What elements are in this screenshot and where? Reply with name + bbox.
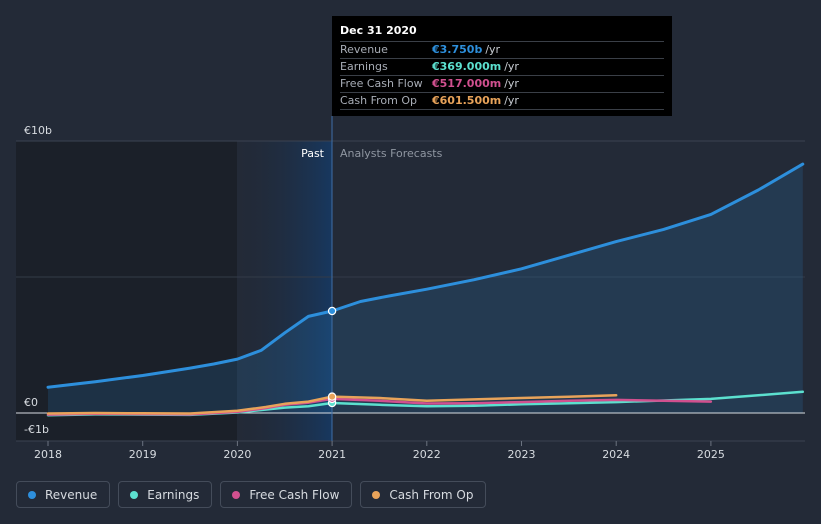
tooltip-value: €601.500m [432,94,502,107]
tooltip-unit: /yr [485,43,501,56]
revenue-area [48,164,803,413]
past-highlight-band [237,141,332,441]
legend-dot-icon [372,490,381,499]
chart: €10b €0 -€1b Past Analysts Forecasts 201… [16,116,805,461]
legend: Revenue Earnings Free Cash Flow Cash Fro… [16,481,487,508]
legend-label: Revenue [45,487,98,502]
tooltip-value: €517.000m [432,77,502,90]
legend-label: Free Cash Flow [249,487,340,502]
tooltip-unit: /yr [504,94,519,107]
legend-item-earnings[interactable]: Earnings [118,481,213,508]
legend-label: Cash From Op [389,487,474,502]
tooltip-unit: /yr [504,77,519,90]
past-label: Past [301,147,325,160]
tooltip-label: Revenue [340,43,388,56]
revenue-marker [327,306,337,316]
tooltip-value: €369.000m [432,60,502,73]
y-label-top: €10b [24,124,52,137]
x-tick-label: 2020 [223,448,251,461]
legend-item-free-cash-flow[interactable]: Free Cash Flow [220,481,353,508]
forecast-label: Analysts Forecasts [340,147,443,160]
past-shade [16,141,237,441]
cash-from-op-marker [327,392,337,401]
x-tick-label: 2022 [413,448,441,461]
tooltip-value: €3.750b [432,43,483,56]
x-tick-label: 2023 [508,448,536,461]
y-label-bottom: -€1b [24,423,49,436]
tooltip-unit: /yr [504,60,519,73]
tooltip-row-free-cash-flow: Free Cash Flow €517.000m /yr [340,75,664,92]
x-tick-label: 2021 [318,448,346,461]
x-tick-label: 2018 [34,448,62,461]
legend-dot-icon [232,490,241,499]
y-label-zero: €0 [24,396,38,409]
legend-dot-icon [130,490,139,499]
legend-dot-icon [28,490,36,499]
tooltip-row-earnings: Earnings €369.000m /yr [340,58,664,75]
revenue-line [46,162,805,389]
legend-item-cash-from-op[interactable]: Cash From Op [360,481,487,508]
x-tick-label: 2025 [697,448,725,461]
cash-from-op-line [46,394,618,415]
tooltip-date: Dec 31 2020 [340,24,417,37]
legend-item-revenue[interactable]: Revenue [16,481,111,508]
tooltip: Dec 31 2020 Revenue €3.750b /yr Earnings… [332,16,672,116]
x-tick-label: 2019 [129,448,157,461]
legend-label: Earnings [147,487,200,502]
tooltip-row-revenue: Revenue €3.750b /yr [340,41,664,58]
tooltip-label: Cash From Op [340,94,418,107]
tooltip-label: Earnings [340,60,388,73]
x-tick-label: 2024 [602,448,630,461]
tooltip-label: Free Cash Flow [340,77,423,90]
tooltip-row-cash-from-op: Cash From Op €601.500m /yr [340,92,664,110]
